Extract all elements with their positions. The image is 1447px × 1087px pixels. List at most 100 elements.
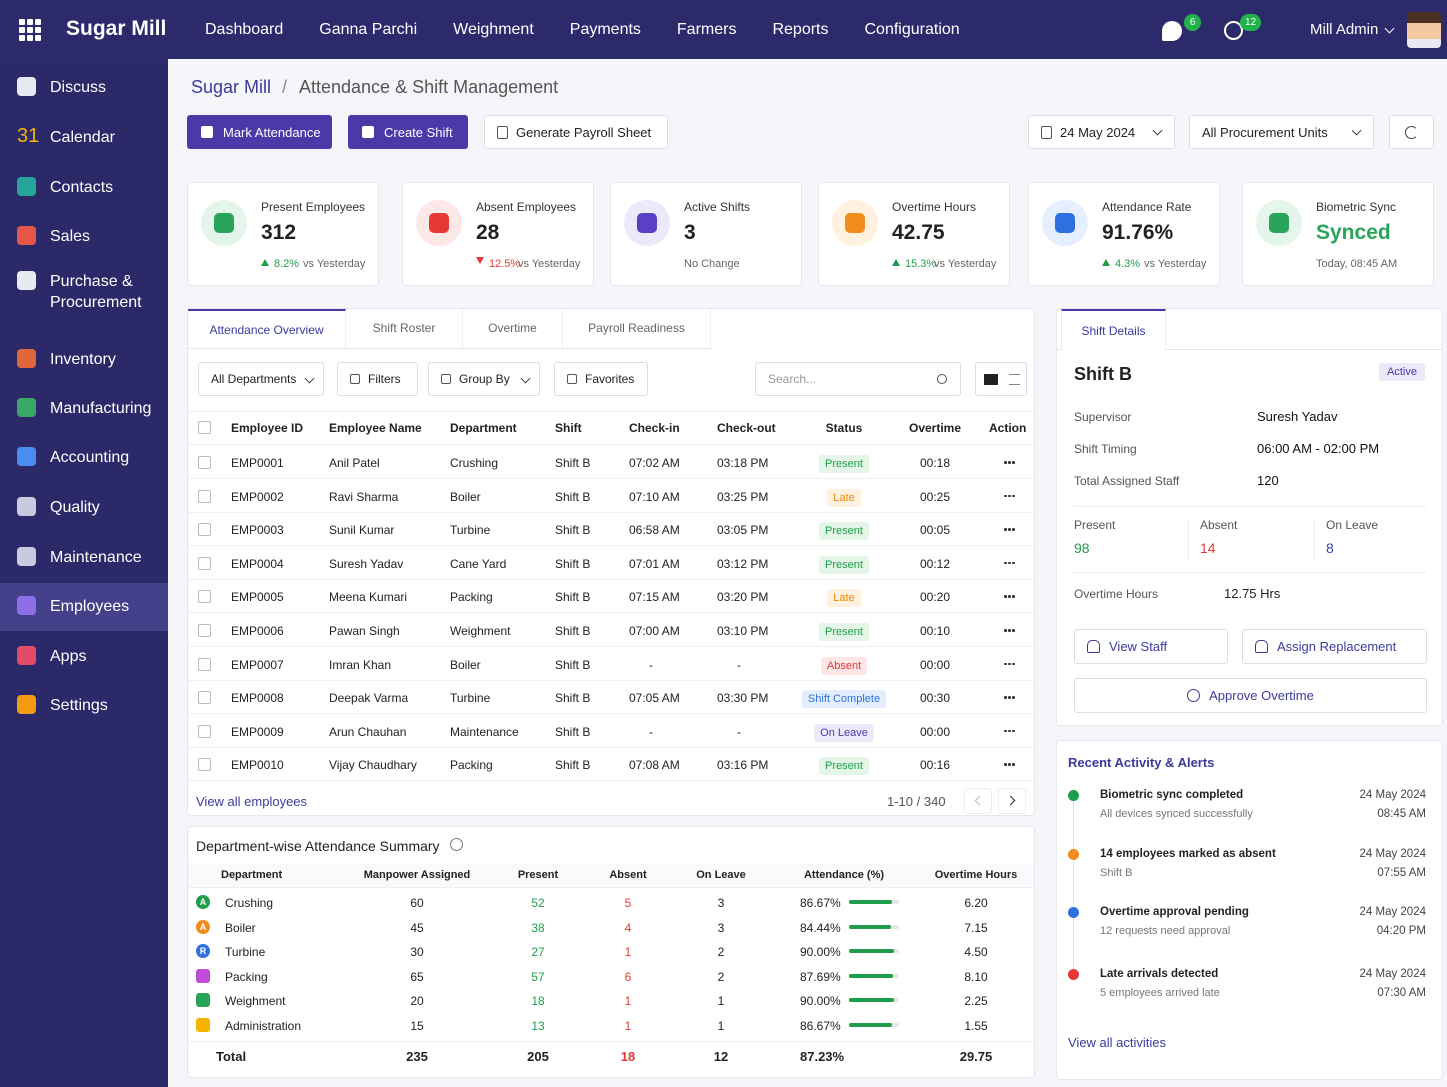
nav-item[interactable]: Farmers [676, 21, 737, 38]
filter-icon [350, 374, 360, 384]
sidebar-item[interactable]: Contacts [50, 179, 114, 196]
next-page[interactable] [998, 788, 1026, 814]
checkbox[interactable] [198, 624, 211, 637]
summary-header: On Leave [696, 869, 746, 881]
summary-cell: 5 [624, 896, 632, 910]
status-badge: Late [784, 588, 904, 608]
checkbox[interactable] [198, 691, 211, 705]
filter-button[interactable]: All Departments [198, 362, 324, 396]
user-name[interactable]: Mill Admin [1310, 21, 1379, 38]
status-badge: Present [784, 622, 904, 641]
button-icon [1041, 125, 1052, 139]
primary-button[interactable]: Mark Attendance [187, 115, 332, 149]
attendance-panel: Attendance Overview Shift Roster Overtime P… [187, 308, 1035, 816]
view-all-employees[interactable]: View all employees [196, 794, 308, 809]
field-value: Suresh Yadav [1257, 409, 1338, 424]
nav-item[interactable]: Weighment [453, 21, 534, 38]
shift-action-button[interactable]: Assign Replacement [1242, 629, 1427, 664]
table-cell: Boiler [450, 489, 481, 504]
view-toggle[interactable] [975, 362, 1027, 396]
sidebar-item[interactable]: Employees [50, 598, 130, 615]
shift-action-button[interactable]: Approve Overtime [1074, 678, 1427, 713]
sidebar-item[interactable]: Discuss [50, 79, 107, 96]
tab[interactable]: Shift Roster [346, 309, 463, 349]
tab[interactable]: Overtime [463, 309, 563, 349]
field-label: Total Assigned Staff [1074, 474, 1180, 488]
status-badge: Present [784, 756, 904, 776]
filter-button[interactable]: Favorites [554, 362, 648, 396]
clock-badge: 12 [1240, 14, 1261, 31]
sidebar-item[interactable]: Quality [50, 499, 100, 516]
summary-cell: 1 [624, 1018, 632, 1033]
primary-button[interactable]: Create Shift [348, 115, 468, 149]
checkbox[interactable] [198, 456, 211, 469]
action-menu [1004, 629, 1007, 632]
nav-item[interactable]: Ganna Parchi [319, 21, 418, 38]
checkbox[interactable] [198, 523, 211, 537]
table-cell: Shift B [555, 624, 591, 638]
department-icon: A [196, 895, 210, 909]
checkbox[interactable] [198, 657, 211, 671]
filter-button[interactable]: Filters [337, 362, 418, 396]
summary-cell: 52 [531, 896, 545, 910]
summary-cell: 38 [531, 920, 545, 935]
action-menu [1008, 763, 1011, 766]
chevron [1351, 125, 1362, 136]
checkbox[interactable] [198, 590, 211, 604]
timeline-line [1073, 860, 1074, 910]
nav-item[interactable]: Dashboard [205, 21, 284, 38]
breadcrumb-separator: / [282, 77, 288, 97]
date-picker[interactable]: 24 May 2024 [1028, 115, 1175, 149]
nav: Dashboard Ganna Parchi Weighment Payments Fa… [205, 21, 960, 39]
table-cell: Anil Patel [329, 456, 380, 470]
checkbox[interactable] [198, 724, 211, 738]
pagination: 1-10 / 340 [887, 794, 946, 809]
trend-arrow [1102, 259, 1110, 266]
checkbox[interactable] [198, 489, 211, 503]
sidebar-item[interactable]: Settings [50, 697, 108, 714]
nav-item[interactable]: Payments [569, 21, 641, 38]
prev-page[interactable] [964, 788, 992, 814]
table-cell: Arun Chauhan [329, 724, 407, 739]
calendar-icon: 31 [17, 125, 40, 147]
tab[interactable]: Shift Details [1061, 309, 1166, 350]
search-input[interactable]: Search... [755, 362, 961, 396]
department-icon [196, 993, 210, 1007]
trend-arrow [892, 259, 900, 266]
tab[interactable]: Payroll Readiness [563, 309, 711, 349]
view-all-activities[interactable]: View all activities [1068, 1035, 1167, 1050]
button-label: All Procurement Units [1202, 124, 1328, 140]
status-badge: On Leave [784, 723, 904, 742]
tab[interactable]: Attendance Overview [188, 309, 346, 349]
checkbox[interactable] [198, 421, 211, 434]
nav-item[interactable]: Reports [772, 21, 829, 38]
app-grid-icon [35, 27, 41, 33]
table-cell: Shift B [555, 556, 591, 571]
sidebar-item[interactable]: Inventory [50, 351, 116, 368]
sidebar-item[interactable]: Maintenance [50, 549, 142, 566]
sidebar-item[interactable]: Sales [50, 228, 91, 245]
department-icon [196, 1017, 210, 1032]
unit-select[interactable]: All Procurement Units [1189, 115, 1374, 149]
refresh-button[interactable] [1389, 115, 1434, 149]
row-divider [188, 713, 1034, 715]
nav-item[interactable]: Configuration [864, 21, 960, 38]
breadcrumb-root[interactable]: Sugar Mill [191, 77, 272, 97]
sidebar-item[interactable]: Manufacturing [50, 400, 152, 417]
row-divider [188, 478, 1034, 479]
sidebar-item[interactable]: Apps [50, 648, 87, 665]
checkbox[interactable] [198, 758, 211, 772]
filter-button[interactable]: Group By [428, 362, 540, 396]
button-label: Mark Attendance [223, 124, 321, 140]
sidebar-item[interactable]: Accounting [50, 449, 130, 466]
overtime-cell: 6.20 [964, 896, 988, 910]
activity-sub: All devices synced successfully [1100, 808, 1253, 820]
sidebar-item[interactable]: Calendar [50, 129, 115, 146]
shift-action-button[interactable]: View Staff [1074, 629, 1228, 664]
checkbox[interactable] [198, 556, 211, 570]
sidebar-item[interactable]: Purchase & Procurement [50, 273, 142, 311]
app-grid-icon [19, 19, 25, 25]
payroll-button[interactable]: Generate Payroll Sheet [484, 115, 668, 149]
department-name: Crushing [225, 896, 274, 910]
kpi-value: 3 [684, 221, 696, 244]
